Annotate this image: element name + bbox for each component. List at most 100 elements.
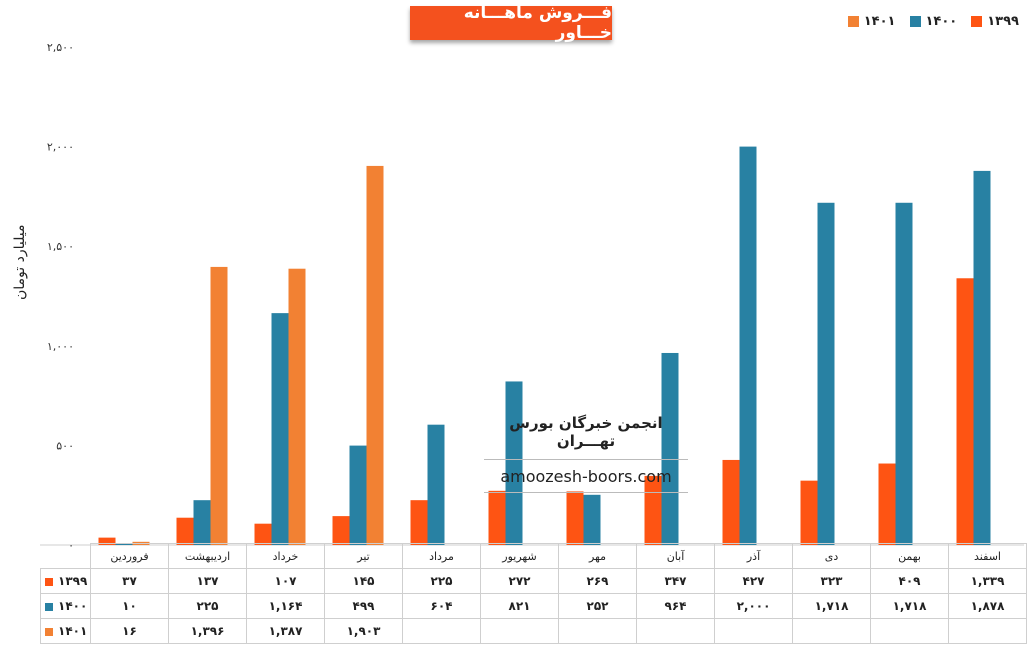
value-cell: ۴۹۹ <box>324 593 403 619</box>
value-cell: ۳۴۷ <box>636 568 715 594</box>
value-cell <box>480 618 559 644</box>
value-cell <box>792 618 871 644</box>
series-swatch <box>45 602 53 611</box>
category-label: خرداد <box>246 543 325 569</box>
watermark-url: amoozesh-boors.com <box>484 460 688 493</box>
bar-۱۳۹۹-مرداد <box>410 500 428 545</box>
category-label: بهمن <box>870 543 949 569</box>
value-cell: ۳۷ <box>90 568 169 594</box>
bar-۱۳۹۹-اسفند <box>956 278 974 545</box>
table-row: ۱۴۰۱ ۱۶ ۱,۳۹۶ ۱,۳۸۷ ۱,۹۰۳ <box>40 618 1027 644</box>
series-label-cell: ۱۳۹۹ <box>40 568 91 594</box>
value-cell: ۱۰ <box>90 593 169 619</box>
value-cell: ۱,۳۸۷ <box>246 618 325 644</box>
bar-۱۴۰۰-آبان <box>661 352 679 545</box>
value-cell: ۲۲۵ <box>168 593 247 619</box>
y-tick-label: ۵۰۰ <box>56 439 74 452</box>
legend-swatch-1401 <box>847 16 859 27</box>
value-cell: ۱۶ <box>90 618 169 644</box>
bar-۱۳۹۹-شهریور <box>488 490 506 545</box>
value-cell: ۴۰۹ <box>870 568 949 594</box>
watermark-title: انجمن خبرگان بورس تهـــران <box>484 410 688 460</box>
category-label: مهر <box>558 543 637 569</box>
value-cell: ۱۳۷ <box>168 568 247 594</box>
value-cell <box>636 618 715 644</box>
series-name: ۱۴۰۱ <box>58 624 88 638</box>
bar-۱۴۰۰-خرداد <box>271 313 289 545</box>
table-header-row: فروردین اردیبهشت خرداد تیر مرداد شهریور مهر آبا… <box>41 543 1027 569</box>
category-label: تیر <box>324 543 403 569</box>
value-cell: ۱۰۷ <box>246 568 325 594</box>
value-cell: ۱,۳۳۹ <box>948 568 1027 594</box>
table-corner <box>41 544 91 569</box>
value-cell: ۳۲۳ <box>792 568 871 594</box>
value-cell: ۲۷۲ <box>480 568 559 594</box>
category-label: شهریور <box>480 543 559 569</box>
y-tick-label: ۱,۵۰۰ <box>47 240 74 253</box>
value-cell <box>948 618 1027 644</box>
bar-۱۳۹۹-مهر <box>566 491 584 545</box>
series-swatch <box>45 627 53 636</box>
series-label-cell: ۱۴۰۱ <box>40 618 91 644</box>
bar-۱۴۰۰-مرداد <box>427 424 445 545</box>
bar-۱۴۰۰-آذر <box>739 146 757 545</box>
bar-۱۴۰۰-مهر <box>583 494 601 545</box>
series-label-cell: ۱۴۰۰ <box>40 593 91 619</box>
value-cell: ۲,۰۰۰ <box>714 593 793 619</box>
value-cell: ۱,۹۰۳ <box>324 618 403 644</box>
series-swatch <box>45 577 53 586</box>
y-tick-label: ۱,۰۰۰ <box>47 340 74 353</box>
category-label: اسفند <box>948 543 1027 569</box>
data-table: فروردین اردیبهشت خرداد تیر مرداد شهریور مهر آبا… <box>40 543 1027 644</box>
bar-۱۴۰۰-اردیبهشت <box>193 500 211 545</box>
bar-۱۴۰۰-تیر <box>349 445 367 545</box>
y-tick-label: ۲,۰۰۰ <box>47 141 74 154</box>
value-cell <box>870 618 949 644</box>
bar-۱۳۹۹-اردیبهشت <box>176 517 194 545</box>
bar-۱۳۹۹-آذر <box>722 459 740 545</box>
value-cell: ۲۵۲ <box>558 593 637 619</box>
bar-۱۴۰۰-بهمن <box>895 202 913 545</box>
value-cell: ۱,۸۷۸ <box>948 593 1027 619</box>
legend-item-1400: ۱۴۰۰ <box>909 14 958 29</box>
value-cell: ۸۲۱ <box>480 593 559 619</box>
value-cell: ۱۴۵ <box>324 568 403 594</box>
bar-۱۴۰۰-دی <box>817 202 835 545</box>
value-cell: ۱,۷۱۸ <box>870 593 949 619</box>
value-cell: ۱,۷۱۸ <box>792 593 871 619</box>
bar-۱۳۹۹-تیر <box>332 516 350 545</box>
series-name: ۱۴۰۰ <box>58 599 88 613</box>
value-cell: ۶۰۴ <box>402 593 481 619</box>
bar-۱۳۹۹-فروردین <box>98 537 116 545</box>
bar-۱۳۹۹-خرداد <box>254 523 272 545</box>
bar-۱۴۰۰-اسفند <box>973 170 991 545</box>
legend-label-1401: ۱۴۰۱ <box>863 14 896 29</box>
category-label: اردیبهشت <box>168 543 247 569</box>
value-cell: ۱,۳۹۶ <box>168 618 247 644</box>
category-label: فروردین <box>90 543 169 569</box>
y-tick-label: ۲,۵۰۰ <box>47 41 74 54</box>
chart-title: فـــروش ماهـــانه خـــاور <box>410 3 612 43</box>
legend-label-1400: ۱۴۰۰ <box>925 14 958 29</box>
table-row: ۱۳۹۹ ۳۷ ۱۳۷ ۱۰۷ ۱۴۵ ۲۲۵ ۲۷۲ ۲۶۹ ۳۴۷ ۴۲۷ ۳۲۳ ۴۰۹ ۱,۳۳… <box>40 568 1027 594</box>
y-tick-label: ۰ <box>68 539 74 552</box>
value-cell: ۱,۱۶۴ <box>246 593 325 619</box>
legend-label-1399: ۱۳۹۹ <box>987 14 1019 29</box>
legend-swatch-1400 <box>909 16 921 27</box>
value-cell: ۴۲۷ <box>714 568 793 594</box>
legend-item-1401: ۱۴۰۱ <box>847 14 896 29</box>
bar-۱۳۹۹-بهمن <box>878 463 896 545</box>
series-name: ۱۳۹۹ <box>58 574 88 588</box>
bar-۱۴۰۱-خرداد <box>288 268 306 545</box>
category-label: مرداد <box>402 543 481 569</box>
value-cell <box>714 618 793 644</box>
category-label: آبان <box>636 543 715 569</box>
value-cell <box>402 618 481 644</box>
value-cell <box>558 618 637 644</box>
bar-۱۴۰۱-تیر <box>366 165 384 545</box>
bar-۱۳۹۹-دی <box>800 480 818 545</box>
bar-۱۴۰۱-اردیبهشت <box>210 266 228 545</box>
watermark: انجمن خبرگان بورس تهـــران amoozesh-boor… <box>484 410 688 493</box>
legend: ۱۳۹۹ ۱۴۰۰ ۱۴۰۱ <box>847 14 1019 29</box>
category-label: آذر <box>714 543 793 569</box>
